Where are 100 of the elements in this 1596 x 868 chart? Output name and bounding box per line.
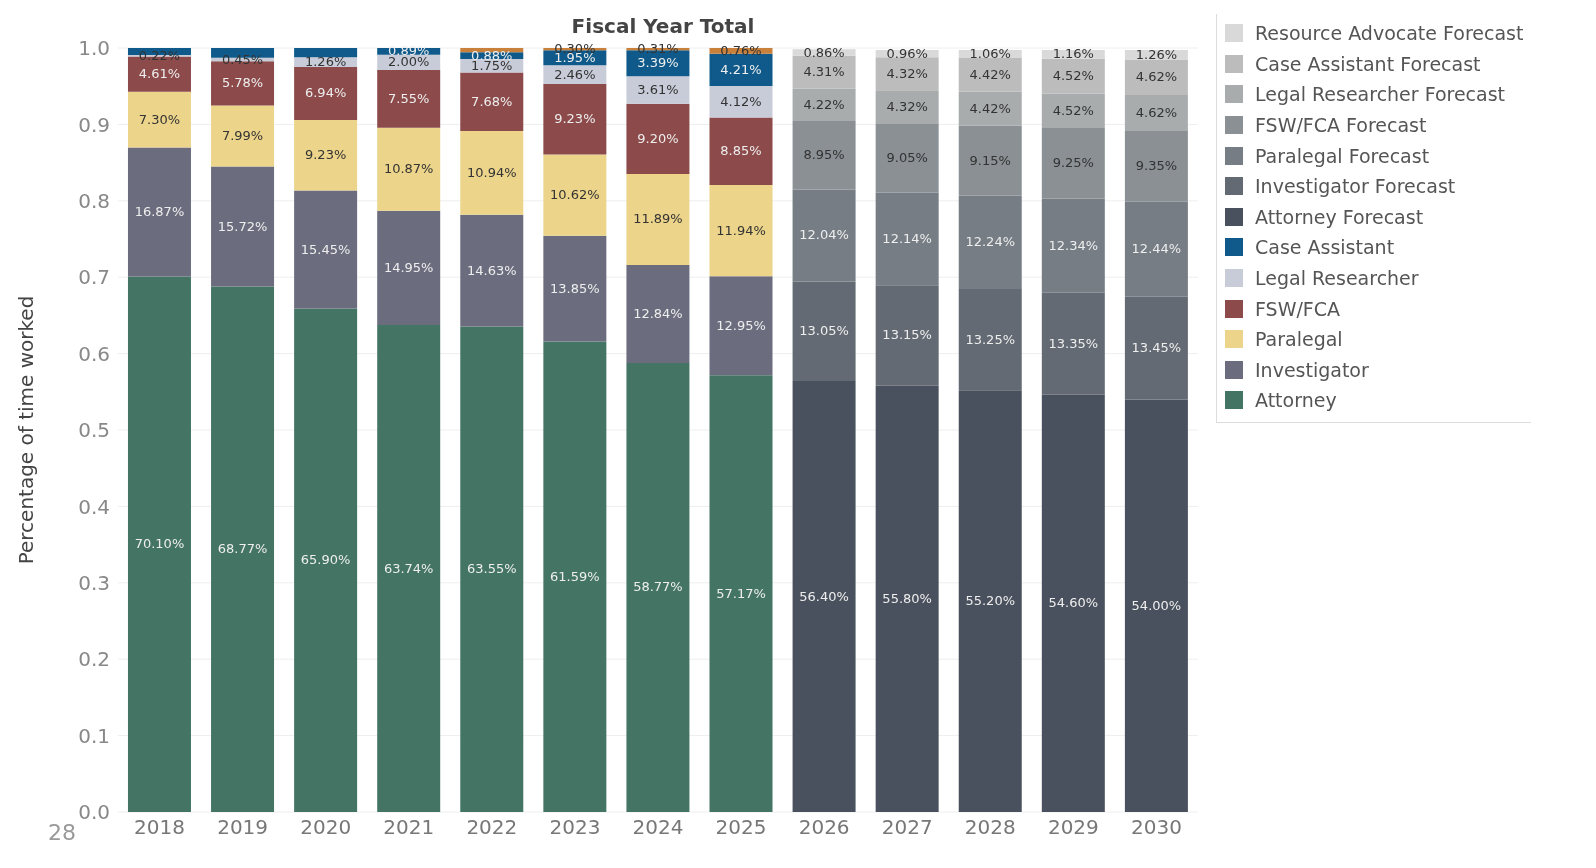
y-tick-label: 0.0 <box>78 800 110 825</box>
bar <box>709 185 773 277</box>
legend-label: Legal Researcher Forecast <box>1255 83 1506 106</box>
data-label: 55.80% <box>882 590 932 606</box>
data-label: 12.84% <box>633 305 683 321</box>
data-label: 63.55% <box>466 561 517 577</box>
bar <box>792 381 856 812</box>
bar <box>294 48 358 58</box>
bar <box>1041 93 1105 128</box>
data-label: 4.52% <box>1052 68 1094 84</box>
bar <box>377 127 441 211</box>
data-label: 4.32% <box>886 98 928 114</box>
x-tick-label: 2020 <box>300 815 352 840</box>
data-label: 54.00% <box>1131 597 1182 613</box>
bar <box>1124 94 1188 131</box>
data-label: 10.62% <box>550 187 600 203</box>
bar <box>1041 127 1105 199</box>
x-tick-label: 2024 <box>632 815 684 840</box>
data-label: 0.86% <box>803 44 845 60</box>
legend-label: Attorney <box>1255 389 1337 412</box>
bar <box>792 88 856 122</box>
data-label: 4.62% <box>1135 69 1178 85</box>
bar <box>1041 198 1105 293</box>
data-label: 65.90% <box>300 552 351 568</box>
bar <box>958 125 1022 196</box>
bar <box>1124 296 1188 400</box>
data-label: 3.61% <box>637 81 679 97</box>
y-tick-label: 0.7 <box>78 265 110 290</box>
data-label: 4.21% <box>720 61 762 77</box>
data-label: 12.44% <box>1131 241 1182 257</box>
legend-label: Investigator Forecast <box>1255 175 1456 198</box>
bar <box>294 119 358 191</box>
data-label: 5.78% <box>221 75 264 91</box>
data-label: 16.87% <box>134 203 185 219</box>
bar <box>1124 130 1188 202</box>
data-label: 4.32% <box>886 65 928 81</box>
bar <box>543 154 607 236</box>
data-label: 54.60% <box>1048 595 1099 611</box>
legend-label: Case Assistant Forecast <box>1255 52 1481 75</box>
data-label: 70.10% <box>134 536 185 552</box>
data-label: 4.61% <box>138 66 181 82</box>
bar <box>709 117 773 186</box>
y-tick-label: 0.5 <box>78 418 110 443</box>
data-label: 13.85% <box>550 280 600 296</box>
x-tick-label: 2019 <box>217 815 269 840</box>
data-label: 4.12% <box>720 93 762 109</box>
bar <box>875 385 939 812</box>
bar <box>460 214 524 327</box>
bar <box>709 53 773 86</box>
data-label: 2.00% <box>388 54 430 70</box>
data-label: 4.22% <box>803 96 845 112</box>
data-label: 15.72% <box>217 218 268 234</box>
legend-label: FSW/FCA <box>1255 297 1341 320</box>
legend-label: FSW/FCA Forecast <box>1255 114 1427 137</box>
x-tick-label: 2026 <box>798 815 850 840</box>
y-tick-label: 0.8 <box>78 188 110 213</box>
y-tick-label: 0.9 <box>78 112 110 137</box>
legend-label: Resource Advocate Forecast <box>1255 22 1524 45</box>
bar <box>875 192 939 286</box>
bar <box>543 341 607 812</box>
y-tick-label: 0.4 <box>78 494 110 519</box>
data-label: 63.74% <box>383 560 434 576</box>
bar <box>377 70 441 128</box>
data-label: 13.45% <box>1131 340 1182 356</box>
legend-label: Legal Researcher <box>1255 267 1419 290</box>
bar <box>709 276 773 376</box>
data-label: 0.22% <box>138 47 181 63</box>
x-tick-label: 2028 <box>964 815 1016 840</box>
bar <box>626 174 690 265</box>
data-label: 7.30% <box>138 111 181 127</box>
data-label: 9.23% <box>304 147 347 163</box>
data-label: 15.45% <box>300 241 351 257</box>
bar <box>460 131 524 215</box>
bar <box>792 189 856 282</box>
y-tick-label: 0.3 <box>78 570 110 595</box>
x-tick-label: 2027 <box>881 815 933 840</box>
data-label: 56.40% <box>799 588 849 604</box>
data-label: 4.42% <box>969 100 1011 116</box>
data-label: 4.62% <box>1135 104 1178 120</box>
x-tick-label: 2021 <box>383 815 435 840</box>
data-label: 13.05% <box>799 323 849 339</box>
data-label: 14.95% <box>383 259 434 275</box>
bar <box>543 83 607 155</box>
x-tick-label: 2025 <box>715 815 767 840</box>
bar <box>1124 59 1188 95</box>
y-tick-label: 0.1 <box>78 723 110 748</box>
data-label: 10.94% <box>466 164 517 180</box>
bar <box>1124 399 1188 812</box>
y-tick-label: 0.2 <box>78 647 110 672</box>
x-tick-label: 2029 <box>1047 815 1099 840</box>
data-label: 1.26% <box>304 54 347 70</box>
bar <box>377 210 441 326</box>
data-label: 12.34% <box>1048 237 1099 253</box>
legend-label: Case Assistant <box>1255 236 1395 259</box>
data-label: 0.96% <box>886 45 928 61</box>
data-label: 12.95% <box>716 317 766 333</box>
data-label: 10.87% <box>383 161 434 177</box>
bar <box>211 105 275 167</box>
bar <box>709 85 773 118</box>
data-label: 12.04% <box>799 227 849 243</box>
